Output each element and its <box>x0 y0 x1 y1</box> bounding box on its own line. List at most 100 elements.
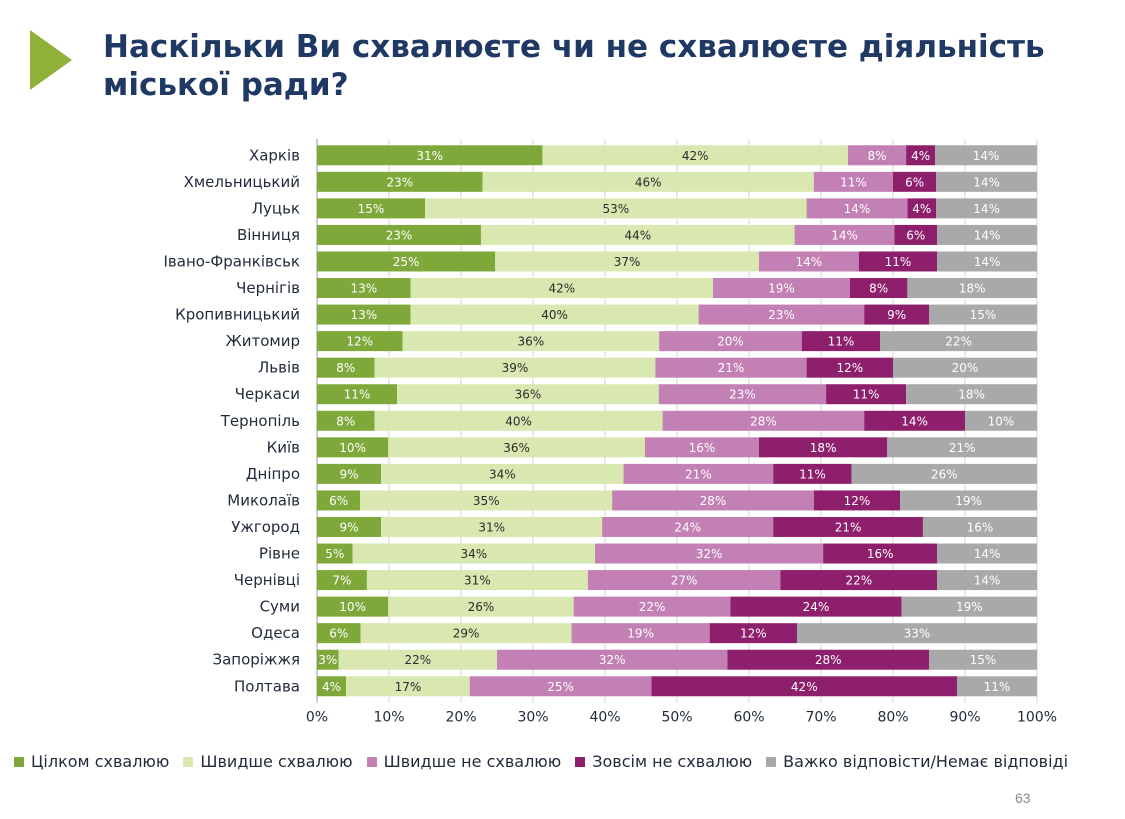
data-label: 14% <box>973 175 1000 189</box>
data-label: 15% <box>970 653 997 667</box>
category-label: Суми <box>260 598 300 616</box>
data-label: 8% <box>336 414 355 428</box>
bar-segment <box>317 543 353 564</box>
data-label: 6% <box>905 175 924 189</box>
legend-label: Важко відповісти/Немає відповіді <box>783 752 1069 771</box>
bar-segment <box>360 490 613 511</box>
x-tick-label: 90% <box>949 710 980 726</box>
data-label: 16% <box>689 441 716 455</box>
data-label: 4% <box>322 680 341 694</box>
data-label: 20% <box>952 361 979 375</box>
bar-segment <box>482 171 814 192</box>
category-label: Одеса <box>251 624 300 642</box>
bar-segment <box>929 649 1037 670</box>
legend-label: Швидше не схвалюю <box>383 752 562 771</box>
bar-segment <box>887 437 1037 458</box>
data-label: 32% <box>599 653 626 667</box>
data-label: 26% <box>468 600 495 614</box>
data-label: 19% <box>627 627 654 641</box>
data-label: 12% <box>740 627 767 641</box>
data-label: 35% <box>473 494 500 508</box>
data-label: 10% <box>339 600 366 614</box>
legend-swatch <box>183 756 194 767</box>
bar-segment <box>317 490 361 511</box>
data-label: 13% <box>350 282 377 296</box>
bar-segment <box>907 278 1037 299</box>
data-label: 28% <box>750 414 777 428</box>
bar-segment <box>317 623 361 644</box>
data-label: 7% <box>332 574 351 588</box>
bar-segment <box>388 437 645 458</box>
data-label: 36% <box>503 441 530 455</box>
bar-segment <box>317 596 389 617</box>
bar-segment <box>317 437 389 458</box>
bar-segment <box>893 357 1037 378</box>
data-label: 23% <box>729 388 756 402</box>
data-label: 28% <box>815 653 842 667</box>
data-label: 18% <box>958 388 985 402</box>
bar-segment <box>655 357 807 378</box>
bar-segment <box>901 596 1037 617</box>
x-tick-label: 30% <box>517 710 548 726</box>
bar-segment <box>595 543 824 564</box>
bar-segment <box>900 490 1037 511</box>
data-label: 11% <box>885 255 912 269</box>
data-label: 22% <box>945 335 972 349</box>
data-label: 14% <box>796 255 823 269</box>
data-label: 31% <box>464 574 491 588</box>
data-label: 6% <box>329 627 348 641</box>
legend-item: Важко відповісти/Немає відповіді <box>766 752 1068 771</box>
legend-swatch <box>766 756 777 767</box>
bar-segment <box>317 357 375 378</box>
bar-segment <box>826 384 907 405</box>
bar-segment <box>469 676 652 697</box>
bar-segment <box>849 278 908 299</box>
bar-segment <box>658 384 827 405</box>
data-label: 4% <box>912 202 931 216</box>
bar-segment <box>937 224 1037 245</box>
data-label: 14% <box>844 202 871 216</box>
bar-segment <box>338 649 497 670</box>
data-label: 37% <box>614 255 641 269</box>
bar-segment <box>410 278 713 299</box>
data-label: 11% <box>853 388 880 402</box>
category-label: Черкаси <box>235 385 300 403</box>
x-tick-label: 70% <box>805 710 836 726</box>
bar-segment <box>813 171 893 192</box>
x-tick-label: 20% <box>445 710 476 726</box>
category-label: Рівне <box>259 545 300 563</box>
bar-segment <box>542 145 848 166</box>
data-label: 16% <box>867 547 894 561</box>
bar-segment <box>497 649 728 670</box>
bar-segment <box>851 463 1037 484</box>
bar-segment <box>864 410 965 431</box>
bar-segment <box>571 623 710 644</box>
bar-segment <box>410 304 699 325</box>
bar-segment <box>317 251 496 272</box>
data-label: 14% <box>974 547 1001 561</box>
data-label: 14% <box>974 255 1001 269</box>
bar-segment <box>935 145 1037 166</box>
data-label: 31% <box>416 149 443 163</box>
category-label: Запоріжжя <box>212 651 300 669</box>
bar-segment <box>957 676 1037 697</box>
data-label: 19% <box>955 494 982 508</box>
data-label: 10% <box>988 414 1015 428</box>
bar-segment <box>317 198 425 219</box>
bar-segment <box>402 331 660 352</box>
bar-segment <box>937 543 1037 564</box>
data-label: 3% <box>318 653 337 667</box>
bar-segment <box>965 410 1037 431</box>
x-tick-label: 10% <box>373 710 404 726</box>
legend-label: Зовсім не схвалюю <box>592 752 753 771</box>
bar-segment <box>317 384 397 405</box>
bar-segment <box>906 145 936 166</box>
bar-segment <box>317 570 367 591</box>
page-number: 63 <box>1015 790 1031 806</box>
play-arrow-icon <box>30 30 72 90</box>
bar-segment <box>425 198 807 219</box>
x-tick-label: 50% <box>661 710 692 726</box>
x-tick-label: 0% <box>306 710 328 726</box>
data-label: 6% <box>329 494 348 508</box>
data-label: 12% <box>346 335 373 349</box>
